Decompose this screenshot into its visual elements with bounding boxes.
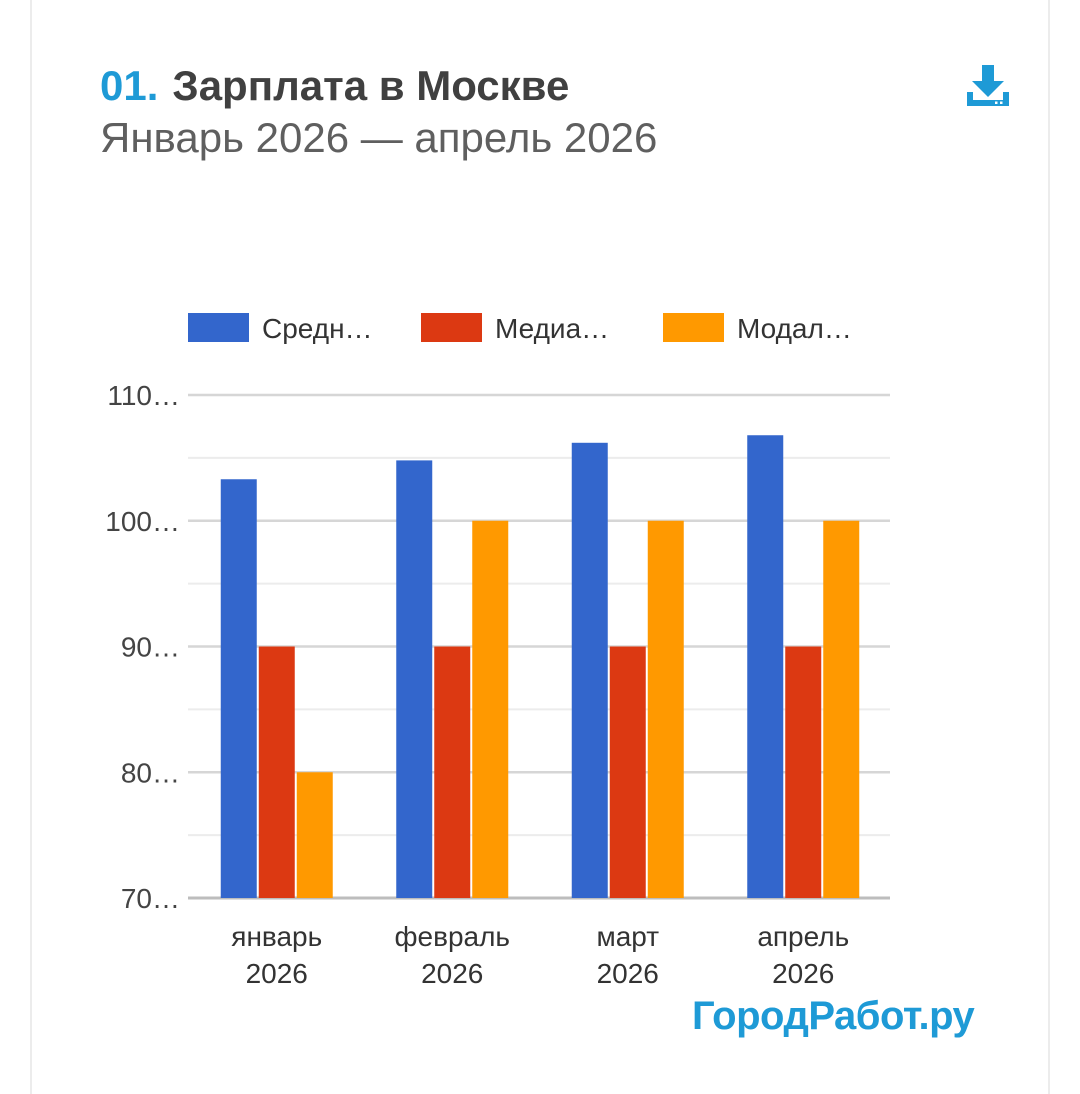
bar-series-1-cat-2[interactable] xyxy=(396,460,433,898)
y-tick-label: 100… xyxy=(105,506,180,537)
bar-series-1-cat-1[interactable] xyxy=(220,479,257,898)
y-axis-ticks: 70… 80… 90… 100… 110… xyxy=(105,380,180,914)
x-category-label: январь xyxy=(231,921,322,952)
legend-swatch-1 xyxy=(188,313,249,342)
chart-header: 01. Зарплата в Москве Январь 2026 — апрел… xyxy=(100,60,657,164)
legend: Средн… Медиа… Модал… xyxy=(188,313,852,344)
download-icon xyxy=(967,65,1009,106)
x-category-label: 2026 xyxy=(772,958,834,989)
legend-label-1[interactable]: Средн… xyxy=(262,313,373,344)
bar-series-2-cat-3[interactable] xyxy=(609,646,646,899)
chart-number: 01. xyxy=(100,62,159,109)
y-tick-label: 70… xyxy=(121,883,180,914)
bar-series-1-cat-3[interactable] xyxy=(571,442,608,898)
x-category-label: февраль xyxy=(394,921,510,952)
bar-series-2-cat-2[interactable] xyxy=(434,646,471,899)
chart-title-text: Зарплата в Москве xyxy=(172,62,570,109)
x-category-label: 2026 xyxy=(597,958,659,989)
bar-series-3-cat-2[interactable] xyxy=(472,520,509,898)
card-frame xyxy=(30,0,1050,1094)
x-category-label: 2026 xyxy=(421,958,483,989)
y-tick-label: 110… xyxy=(107,380,180,411)
legend-label-3[interactable]: Модал… xyxy=(737,313,852,344)
bar-series-1-cat-4[interactable] xyxy=(747,435,784,898)
x-category-label: 2026 xyxy=(246,958,308,989)
bar-series-2-cat-4[interactable] xyxy=(785,646,822,899)
bar-series-2-cat-1[interactable] xyxy=(258,646,295,899)
bar-series-3-cat-4[interactable] xyxy=(823,520,860,898)
legend-swatch-2 xyxy=(421,313,482,342)
y-tick-label: 80… xyxy=(121,757,180,788)
bar-series-3-cat-1[interactable] xyxy=(296,772,333,898)
chart-subtitle: Январь 2026 — апрель 2026 xyxy=(100,114,658,161)
legend-label-2[interactable]: Медиа… xyxy=(495,313,609,344)
legend-swatch-3 xyxy=(663,313,724,342)
download-button[interactable] xyxy=(962,62,1014,112)
brand-logo[interactable]: ГородРабот.ру xyxy=(692,994,975,1038)
x-axis-labels: январь 2026 февраль 2026 март 2026 апрель 2026 xyxy=(231,921,849,989)
x-category-label: апрель xyxy=(757,921,849,952)
bar-series xyxy=(220,435,860,899)
chart-title: 01. Зарплата в Москве xyxy=(100,60,657,112)
y-tick-label: 90… xyxy=(121,632,180,663)
bar-series-3-cat-3[interactable] xyxy=(647,520,684,898)
x-category-label: март xyxy=(596,921,659,952)
